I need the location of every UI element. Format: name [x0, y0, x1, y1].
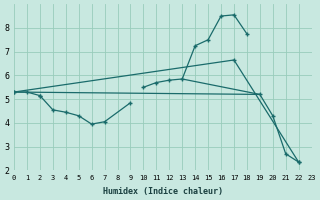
X-axis label: Humidex (Indice chaleur): Humidex (Indice chaleur)	[103, 187, 223, 196]
